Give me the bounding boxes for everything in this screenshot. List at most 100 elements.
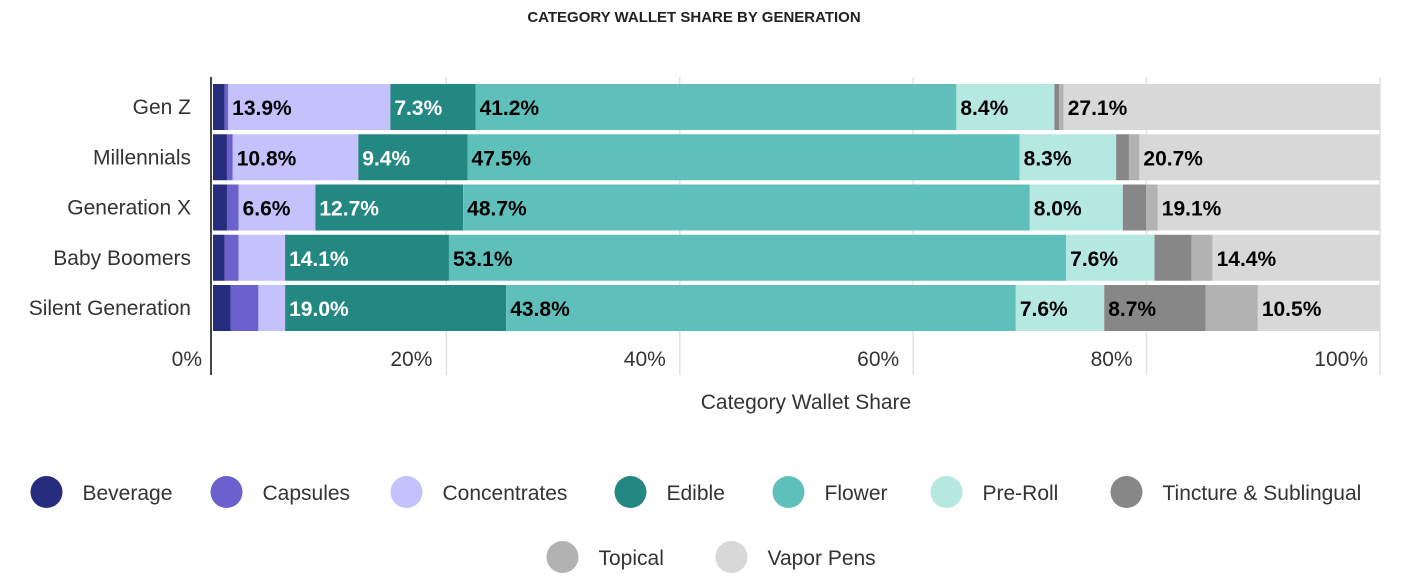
category-label: Baby Boomers (53, 247, 191, 270)
data-label: 7.6% (1020, 298, 1068, 321)
data-label: 19.0% (289, 298, 349, 321)
data-label: 6.6% (243, 198, 291, 221)
bar-segment (1146, 184, 1158, 231)
category-label: Gen Z (133, 96, 192, 119)
bar-segment (1063, 84, 1380, 130)
bar-segment (213, 234, 225, 281)
data-label: 47.5% (472, 147, 532, 170)
bar-segment (448, 234, 1067, 281)
data-label: 27.1% (1068, 97, 1128, 120)
bar-segment (226, 134, 233, 181)
bar-segment (238, 234, 286, 281)
data-label: 9.4% (362, 147, 410, 170)
legend-label: Flower (825, 482, 888, 505)
bar-segment (956, 84, 1055, 130)
bar-segment (467, 134, 1020, 181)
data-label: 13.9% (232, 97, 292, 120)
legend-label: Tincture & Sublingual (1163, 482, 1362, 505)
bar-segment (213, 134, 227, 181)
data-label: 8.7% (1108, 298, 1156, 321)
bar-segment (1128, 134, 1140, 181)
bar-segment (213, 184, 227, 231)
data-label: 48.7% (467, 198, 527, 221)
data-label: 14.4% (1217, 248, 1277, 271)
bar-segment (1029, 184, 1123, 231)
category-label: Generation X (67, 197, 191, 220)
bar-segment (1059, 84, 1064, 130)
data-label: 7.3% (394, 97, 442, 120)
bar-segment (1054, 84, 1060, 130)
data-label: 10.5% (1262, 298, 1322, 321)
bar-segment (224, 84, 229, 130)
legend-label: Pre-Roll (983, 482, 1059, 505)
bar-segment (1116, 134, 1129, 181)
legend-label: Vapor Pens (768, 547, 876, 570)
bar-segment (358, 134, 468, 181)
legend-label: Beverage (83, 482, 173, 505)
data-label: 14.1% (289, 248, 349, 271)
bar-segment (213, 285, 231, 331)
category-label: Millennials (93, 146, 191, 169)
legend-label: Edible (667, 482, 725, 505)
bar-segment (1019, 134, 1117, 181)
bar-segment (1139, 134, 1380, 181)
legend-swatch (210, 476, 243, 508)
data-label: 8.3% (1024, 147, 1072, 170)
bar-segment (1257, 285, 1380, 331)
data-label: 7.6% (1070, 248, 1118, 271)
data-label: 10.8% (237, 147, 297, 170)
bar-segment (213, 84, 225, 130)
bar-segment (315, 184, 464, 231)
legend-label: Capsules (263, 482, 351, 505)
data-label: 20.7% (1143, 147, 1203, 170)
x-tick-label: 80% (1091, 348, 1133, 371)
legend-swatch (390, 476, 423, 508)
bar-segment (1104, 285, 1206, 331)
legend-swatch (614, 476, 647, 508)
data-label: 8.0% (1034, 198, 1082, 221)
bar-segment (1205, 285, 1258, 331)
legend-swatch (930, 476, 963, 508)
bar-segment (224, 234, 239, 281)
bar-segment (1066, 234, 1155, 281)
data-label: 43.8% (510, 298, 570, 321)
bar-segment (238, 184, 316, 231)
legend-label: Topical (599, 547, 664, 570)
x-tick-label: 20% (390, 348, 432, 371)
category-label: Silent Generation (29, 297, 191, 320)
x-tick-label: 0% (172, 348, 202, 371)
legend-swatch (1110, 476, 1143, 508)
bar-segment (463, 184, 1030, 231)
bar-segment (232, 134, 359, 181)
x-tick-label: 40% (624, 348, 666, 371)
bar-segments (213, 84, 1380, 331)
bar-segment (1154, 234, 1192, 281)
x-tick-labels: 0% 20% 40% 60% 80% 100% (172, 348, 1368, 371)
legend-label: Concentrates (443, 482, 568, 505)
bar-segment (1015, 285, 1105, 331)
chart-title: CATEGORY WALLET SHARE BY GENERATION (527, 9, 860, 26)
bar-segment (1212, 234, 1380, 281)
legend-swatch (772, 476, 805, 508)
category-labels: Gen Z Millennials Generation X Baby Boomers… (29, 96, 191, 320)
data-label: 53.1% (453, 248, 513, 271)
bar-segment (1191, 234, 1213, 281)
x-axis-label: Category Wallet Share (701, 391, 911, 414)
bar-segment (285, 285, 507, 331)
data-label: 8.4% (960, 97, 1008, 120)
x-tick-label: 60% (857, 348, 899, 371)
data-label: 41.2% (480, 97, 540, 120)
bar-segment (390, 84, 476, 130)
data-labels: 13.9% 7.3% 41.2% 8.4% 27.1% 10.8% 9.4% 47.5% 8.3… (232, 97, 1322, 321)
data-label: 12.7% (319, 198, 379, 221)
bar-segment (230, 285, 259, 331)
bar-segment (1157, 184, 1380, 231)
legend-swatch (30, 476, 63, 508)
legend: Beverage Capsules Concentrates Edible Flower… (30, 476, 1362, 573)
bar-segment (226, 184, 239, 231)
legend-swatch (715, 541, 748, 573)
x-tick-label: 100% (1314, 348, 1368, 371)
bar-segment (506, 285, 1016, 331)
